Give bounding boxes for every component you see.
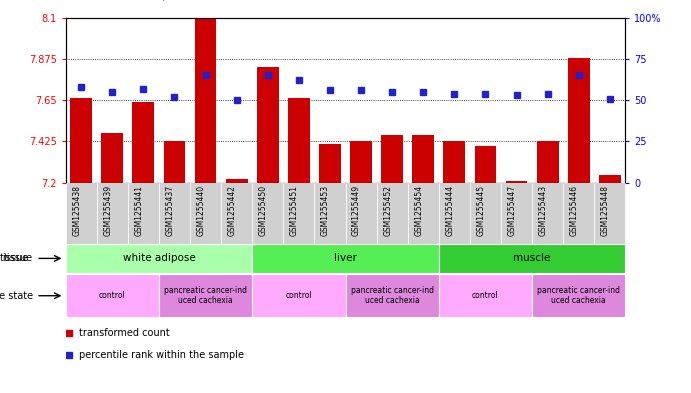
Bar [475,146,496,183]
Bar [252,244,439,273]
Bar [252,183,283,244]
Bar [195,18,216,183]
Text: GSM1255444: GSM1255444 [445,185,455,236]
Text: pancreatic cancer-ind
uced cachexia: pancreatic cancer-ind uced cachexia [537,286,621,305]
Bar [346,274,439,318]
Text: GSM1255443: GSM1255443 [538,185,547,236]
Bar [599,175,621,183]
Text: tissue: tissue [0,253,29,263]
Bar [501,183,532,244]
Bar [532,274,625,318]
Bar [532,183,563,244]
Text: tissue: tissue [3,253,32,263]
Text: GSM1255438: GSM1255438 [72,185,81,235]
Bar [506,181,527,183]
Bar [159,274,252,318]
Text: control: control [285,291,312,300]
Bar [346,183,377,244]
Text: GSM1255437: GSM1255437 [165,185,174,236]
Text: disease state: disease state [0,291,32,301]
Bar [350,141,372,183]
Bar [537,141,558,183]
Bar [257,67,278,183]
Bar [413,135,434,183]
Bar [190,183,221,244]
Bar [221,183,252,244]
Bar [563,183,594,244]
Text: GSM1255454: GSM1255454 [414,185,423,236]
Bar [97,183,128,244]
Bar [439,244,625,273]
Text: GSM1255441: GSM1255441 [134,185,143,235]
Bar [470,183,501,244]
Bar [226,179,247,183]
Text: pancreatic cancer-ind
uced cachexia: pancreatic cancer-ind uced cachexia [350,286,434,305]
Text: control: control [99,291,126,300]
Text: control: control [472,291,499,300]
Text: liver: liver [334,253,357,263]
Bar [444,141,465,183]
Bar [283,183,314,244]
Bar [66,183,97,244]
Bar [128,183,159,244]
Bar [66,274,159,318]
Bar [319,144,341,183]
Text: white adipose: white adipose [122,253,196,263]
Bar [70,98,92,183]
Bar [439,183,470,244]
Text: GSM1255445: GSM1255445 [476,185,485,236]
Text: GSM1255448: GSM1255448 [600,185,609,235]
Text: GSM1255453: GSM1255453 [321,185,330,236]
Text: percentile rank within the sample: percentile rank within the sample [79,350,244,360]
Text: GSM1255451: GSM1255451 [290,185,299,235]
Bar [381,135,403,183]
Text: GSM1255447: GSM1255447 [507,185,516,236]
Bar [66,244,252,273]
Bar [377,183,408,244]
Bar [252,274,346,318]
Text: GSM1255450: GSM1255450 [258,185,267,236]
Text: GSM1255452: GSM1255452 [383,185,392,235]
Text: GSM1255446: GSM1255446 [569,185,578,236]
Bar [314,183,346,244]
Bar [594,183,625,244]
Text: GDS4899 / 10464167: GDS4899 / 10464167 [100,0,235,2]
Text: muscle: muscle [513,253,551,263]
Text: GSM1255449: GSM1255449 [352,185,361,236]
Text: pancreatic cancer-ind
uced cachexia: pancreatic cancer-ind uced cachexia [164,286,247,305]
Text: GSM1255440: GSM1255440 [196,185,206,236]
Bar [288,98,310,183]
Text: transformed count: transformed count [79,328,170,338]
Bar [102,133,123,183]
Text: GSM1255439: GSM1255439 [103,185,112,236]
Bar [439,274,532,318]
Bar [133,102,154,183]
Bar [159,183,190,244]
Bar [408,183,439,244]
Bar [568,58,589,183]
Text: GSM1255442: GSM1255442 [227,185,236,235]
Bar [164,141,185,183]
